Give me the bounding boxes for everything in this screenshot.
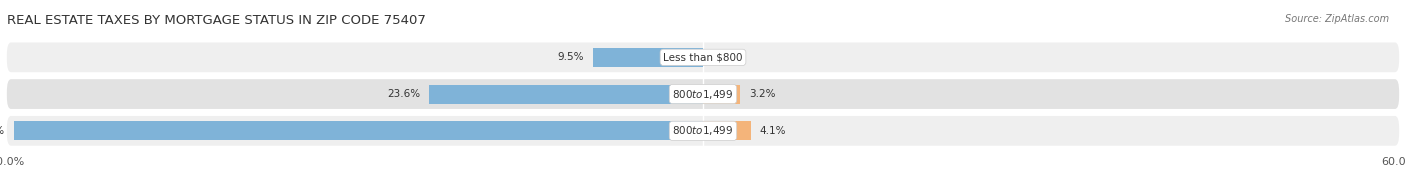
FancyBboxPatch shape [7,116,1399,146]
Text: 3.2%: 3.2% [749,89,776,99]
Bar [593,48,703,67]
Text: 9.5%: 9.5% [557,52,583,62]
FancyBboxPatch shape [7,79,1399,109]
Bar [14,121,703,140]
Text: 0.0%: 0.0% [713,52,738,62]
FancyBboxPatch shape [7,43,1399,72]
Text: Source: ZipAtlas.com: Source: ZipAtlas.com [1285,14,1389,24]
Text: Less than $800: Less than $800 [664,52,742,62]
Text: 23.6%: 23.6% [387,89,420,99]
Bar [429,84,703,104]
Text: 59.4%: 59.4% [0,126,4,136]
Bar [703,121,751,140]
Text: REAL ESTATE TAXES BY MORTGAGE STATUS IN ZIP CODE 75407: REAL ESTATE TAXES BY MORTGAGE STATUS IN … [7,14,426,27]
Text: $800 to $1,499: $800 to $1,499 [672,124,734,137]
Bar [703,84,740,104]
Text: 4.1%: 4.1% [759,126,786,136]
Text: $800 to $1,499: $800 to $1,499 [672,88,734,101]
